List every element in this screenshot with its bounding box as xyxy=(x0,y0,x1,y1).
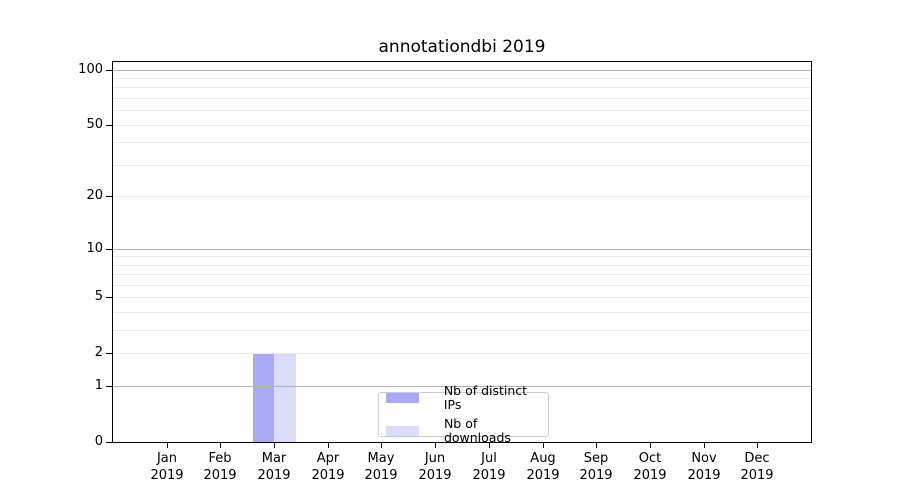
x-tick-mark-dec xyxy=(757,443,758,448)
major-gridline-1 xyxy=(113,386,811,387)
chart-title: annotationdbi 2019 xyxy=(378,37,546,57)
x-tick-label-apr: Apr 2019 xyxy=(311,451,345,483)
minor-gridline-40 xyxy=(113,142,811,143)
legend-swatch-downloads xyxy=(386,426,419,436)
bar-nb-of-distinct-ips-mar-2019 xyxy=(252,353,275,442)
y-tick-label-50: 50 xyxy=(86,117,103,132)
minor-gridline-7 xyxy=(113,274,811,275)
y-tick-mark-20 xyxy=(106,196,112,197)
x-tick-label-may: May 2019 xyxy=(364,451,398,483)
x-tick-mark-oct xyxy=(650,443,651,448)
minor-gridline-3 xyxy=(113,330,811,331)
legend-item-distinct-ips: Nb of distinct IPs xyxy=(386,384,548,412)
x-tick-mark-feb xyxy=(220,443,221,448)
bar-nb-of-downloads-mar-2019 xyxy=(274,353,296,442)
y-tick-mark-50 xyxy=(106,125,112,126)
minor-gridline-9 xyxy=(113,256,811,257)
y-tick-label-1: 1 xyxy=(94,378,103,393)
plot-area xyxy=(112,61,812,443)
major-gridline-100 xyxy=(113,70,811,71)
legend-label-downloads: Nb of downloads xyxy=(443,416,511,445)
minor-gridline-80 xyxy=(113,87,811,88)
x-tick-mark-may xyxy=(381,443,382,448)
minor-gridline-8 xyxy=(113,265,811,266)
x-tick-mark-aug xyxy=(543,443,544,448)
y-tick-label-0: 0 xyxy=(94,434,103,449)
y-tick-label-20: 20 xyxy=(86,188,103,203)
x-tick-mark-jun xyxy=(435,443,436,448)
y-tick-mark-0 xyxy=(106,442,112,443)
x-tick-label-jul: Jul 2019 xyxy=(472,451,506,483)
y-tick-label-10: 10 xyxy=(86,241,103,256)
minor-gridline-50 xyxy=(113,125,811,126)
legend-swatch-distinct-ips xyxy=(386,393,419,403)
x-tick-mark-mar xyxy=(274,443,275,448)
x-tick-label-feb: Feb 2019 xyxy=(203,451,237,483)
x-tick-mark-sep xyxy=(596,443,597,448)
x-tick-mark-nov xyxy=(704,443,705,448)
y-tick-mark-10 xyxy=(106,249,112,250)
x-tick-mark-apr xyxy=(328,443,329,448)
x-tick-label-jun: Jun 2019 xyxy=(418,451,452,483)
y-tick-label-100: 100 xyxy=(78,62,103,77)
y-tick-mark-5 xyxy=(106,297,112,298)
minor-gridline-90 xyxy=(113,78,811,79)
major-gridline-10 xyxy=(113,249,811,250)
minor-gridline-2 xyxy=(113,353,811,354)
x-tick-mark-jan xyxy=(167,443,168,448)
y-tick-mark-2 xyxy=(106,353,112,354)
minor-gridline-20 xyxy=(113,196,811,197)
minor-gridline-6 xyxy=(113,285,811,286)
minor-gridline-60 xyxy=(113,110,811,111)
minor-gridline-30 xyxy=(113,165,811,166)
x-tick-label-oct: Oct 2019 xyxy=(633,451,667,483)
x-tick-label-aug: Aug 2019 xyxy=(526,451,560,483)
x-tick-label-dec: Dec 2019 xyxy=(740,451,774,483)
y-tick-mark-100 xyxy=(106,70,112,71)
y-tick-label-5: 5 xyxy=(94,289,103,304)
x-tick-label-sep: Sep 2019 xyxy=(579,451,613,483)
y-tick-label-2: 2 xyxy=(94,345,103,360)
minor-gridline-5 xyxy=(113,297,811,298)
minor-gridline-70 xyxy=(113,98,811,99)
legend-item-downloads: Nb of downloads xyxy=(386,417,548,445)
y-tick-mark-1 xyxy=(106,386,112,387)
legend-label-distinct-ips: Nb of distinct IPs xyxy=(443,383,528,412)
x-tick-label-mar: Mar 2019 xyxy=(257,451,291,483)
minor-gridline-4 xyxy=(113,312,811,313)
legend: Nb of distinct IPs Nb of downloads xyxy=(378,384,549,445)
x-tick-label-jan: Jan 2019 xyxy=(150,451,184,483)
x-tick-label-nov: Nov 2019 xyxy=(687,451,721,483)
x-tick-mark-jul xyxy=(489,443,490,448)
